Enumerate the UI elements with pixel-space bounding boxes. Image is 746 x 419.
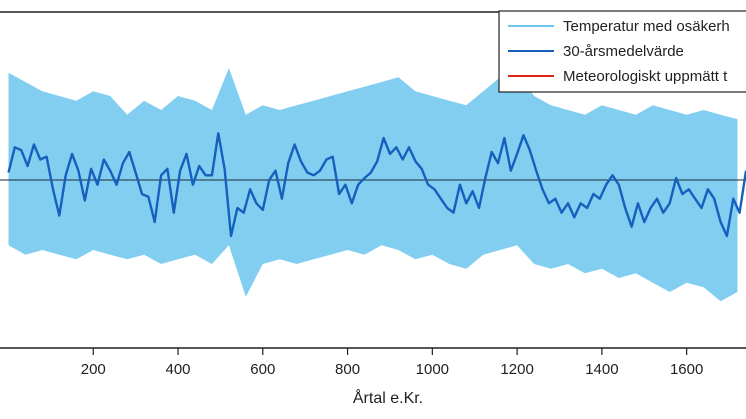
x-tick-label: 600 (250, 361, 275, 378)
legend: Temperatur med osäkerh 30-årsmedelvärde Me… (498, 10, 746, 93)
x-tick-label: 1400 (585, 361, 618, 378)
legend-label: Meteorologiskt uppmätt t (563, 68, 728, 85)
x-tick-label: 800 (335, 361, 360, 378)
x-axis-title: Årtal e.Kr. (353, 388, 423, 407)
x-tick-label: 1000 (416, 361, 449, 378)
uncertainty-band (8, 68, 738, 302)
legend-label: 30-årsmedelvärde (563, 43, 684, 60)
x-tick-label: 1200 (500, 361, 533, 378)
series-line-30-year-mean (7, 132, 746, 238)
x-tick-label: 1600 (670, 361, 703, 378)
x-tick-label: 200 (81, 361, 106, 378)
legend-box (498, 10, 746, 93)
x-axis: 200 400 600 800 1000 1200 1400 1600 (0, 347, 746, 378)
x-tick-label: 400 (166, 361, 191, 378)
legend-label: Temperatur med osäkerh (563, 18, 730, 35)
